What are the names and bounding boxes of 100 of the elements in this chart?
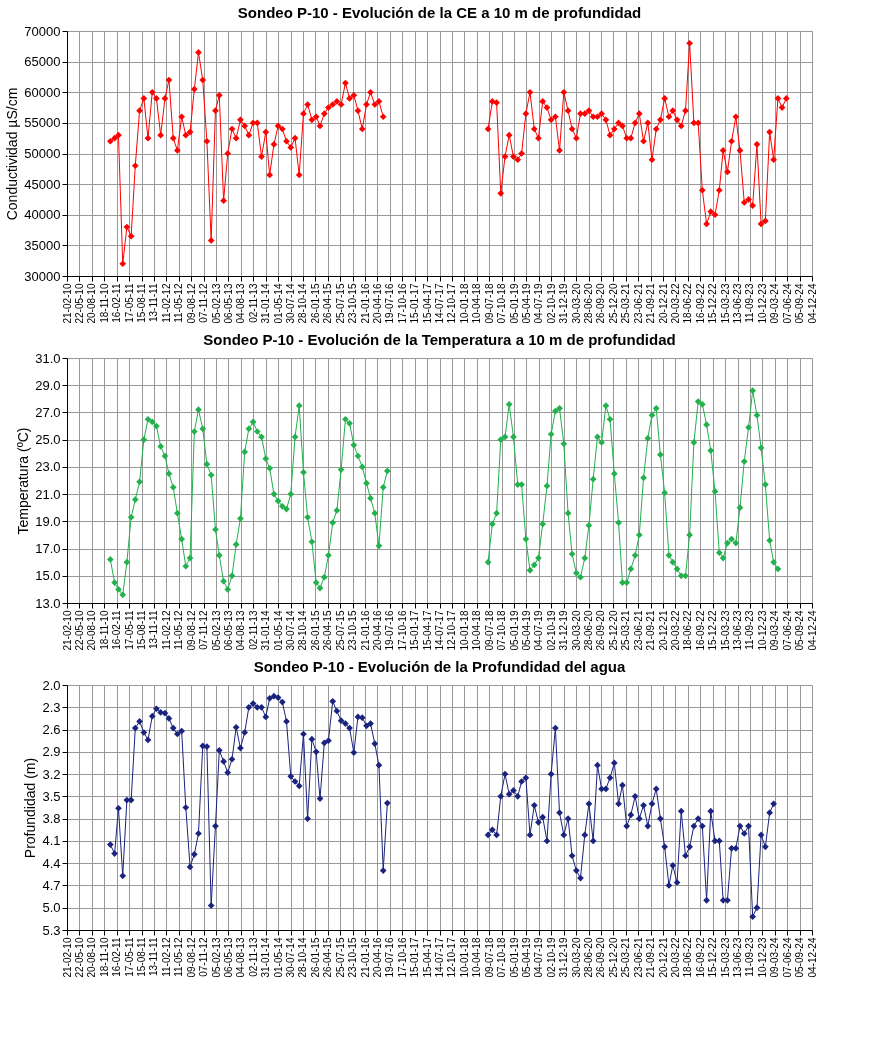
x-tick-label: 13-11-11 xyxy=(148,610,160,650)
x-tick-label: 17-10-16 xyxy=(396,283,408,324)
x-tick-label: 15-12-22 xyxy=(707,937,719,978)
x-tick-label: 11-05-12 xyxy=(173,937,185,977)
x-tick-label: 10-01-18 xyxy=(458,937,470,978)
x-tick-label: 13-06-23 xyxy=(732,937,743,978)
x-tick-label: 26-01-15 xyxy=(309,283,321,324)
x-tick-label: 10-01-18 xyxy=(458,283,470,324)
x-tick-label: 15-01-17 xyxy=(409,937,421,978)
x-tick-label: 16-02-11 xyxy=(111,937,123,977)
x-tick-label: 15-04-17 xyxy=(421,610,433,651)
y-tick-label: 40000 xyxy=(24,207,61,223)
x-tick-label: 20-08-10 xyxy=(86,610,98,651)
x-tick-label: 25-07-15 xyxy=(334,610,346,651)
y-axis-title: Profundidad (m) xyxy=(22,757,39,859)
x-tick-label: 09-07-18 xyxy=(483,937,495,978)
x-tick-label: 15-08-11 xyxy=(136,937,147,977)
x-tick-label: 05-01-19 xyxy=(508,283,520,324)
x-tick-label: 04-07-19 xyxy=(533,283,545,324)
x-tick-label: 18-06-22 xyxy=(682,283,694,324)
x-tick-label: 15-04-17 xyxy=(421,283,433,324)
x-tick-label: 19-07-16 xyxy=(384,610,396,651)
y-tick-label: 4.7 xyxy=(42,877,61,893)
y-tick-label: 50000 xyxy=(24,146,61,161)
x-tick-label: 21-09-21 xyxy=(645,610,657,651)
x-tick-label: 26-09-20 xyxy=(595,283,607,324)
x-tick-label: 31-12-19 xyxy=(558,937,570,978)
x-tick-label: 09-03-24 xyxy=(769,610,781,651)
x-tick-label: 07-06-24 xyxy=(781,283,793,324)
x-tick-label: 07-11-12 xyxy=(198,937,210,977)
chart-title: Sondeo P-10 - Evolución de la CE a 10 m de profundidad xyxy=(237,4,642,21)
x-tick-label: 01-05-14 xyxy=(272,937,284,978)
x-tick-label: 21-01-16 xyxy=(359,610,371,651)
x-tick-label: 11-02-12 xyxy=(160,610,172,650)
x-tick-label: 14-07-17 xyxy=(434,937,445,978)
x-tick-label: 20-03-22 xyxy=(669,610,681,651)
x-tick-label: 31-12-19 xyxy=(558,610,570,651)
x-tick-label: 20-04-16 xyxy=(371,937,383,978)
x-tick-label: 25-07-15 xyxy=(334,937,346,978)
x-tick-label: 22-05-10 xyxy=(73,283,85,324)
x-tick-label: 16-02-11 xyxy=(111,283,123,323)
x-tick-label: 23-10-15 xyxy=(347,610,359,651)
y-tick-label: 27.0 xyxy=(35,404,61,420)
x-tick-label: 25-03-21 xyxy=(620,283,632,324)
x-tick-label: 11-05-12 xyxy=(173,610,185,650)
x-tick-label: 09-03-24 xyxy=(769,283,781,324)
x-tick-label: 20-12-21 xyxy=(657,283,669,324)
x-tick-label: 11-09-23 xyxy=(744,937,756,977)
x-tick-label: 07-11-12 xyxy=(198,610,210,650)
x-tick-label: 04-07-19 xyxy=(533,610,545,651)
x-tick-label: 02-10-19 xyxy=(545,937,557,978)
y-tick-label: 65000 xyxy=(24,54,61,70)
x-tick-label: 02-11-13 xyxy=(247,283,259,323)
x-tick-label: 04-12-24 xyxy=(806,283,818,324)
x-tick-label: 21-01-16 xyxy=(359,937,371,978)
x-tick-label: 04-12-24 xyxy=(806,937,818,978)
x-tick-label: 26-01-15 xyxy=(309,937,321,978)
x-tick-label: 21-09-21 xyxy=(645,937,657,978)
x-tick-label: 20-03-22 xyxy=(669,283,681,324)
x-tick-label: 16-09-22 xyxy=(694,937,706,978)
x-tick-label: 04-08-13 xyxy=(235,937,247,978)
x-tick-label: 05-02-13 xyxy=(210,937,222,978)
x-tick-label: 20-03-22 xyxy=(669,937,681,978)
x-tick-label: 11-09-23 xyxy=(744,610,756,650)
x-tick-label: 25-03-21 xyxy=(620,610,632,651)
x-tick-label: 09-08-12 xyxy=(185,610,197,651)
x-tick-label: 09-08-12 xyxy=(185,937,197,978)
y-tick-label: 19.0 xyxy=(35,513,61,529)
x-tick-label: 15-12-22 xyxy=(707,283,719,324)
x-tick-label: 17-05-11 xyxy=(123,283,135,323)
x-tick-label: 06-05-13 xyxy=(222,937,234,978)
x-tick-label: 17-10-16 xyxy=(396,610,408,651)
x-tick-label: 07-06-24 xyxy=(781,610,793,651)
y-tick-label: 17.0 xyxy=(35,541,61,557)
x-tick-label: 18-11-10 xyxy=(98,283,110,323)
x-tick-label: 11-05-12 xyxy=(173,283,185,323)
x-tick-label: 20-08-10 xyxy=(86,283,98,324)
x-tick-label: 14-07-17 xyxy=(434,610,445,651)
x-tick-label: 18-11-10 xyxy=(98,937,110,977)
y-tick-label: 5.3 xyxy=(42,922,61,938)
x-tick-label: 04-12-24 xyxy=(806,610,818,651)
x-tick-label: 12-10-17 xyxy=(446,610,458,651)
x-tick-label: 23-06-21 xyxy=(632,610,644,651)
x-tick-label: 19-07-16 xyxy=(384,937,396,978)
y-tick-label: 25.0 xyxy=(35,432,61,448)
x-tick-label: 20-04-16 xyxy=(371,283,383,324)
x-tick-label: 26-09-20 xyxy=(595,610,607,651)
x-tick-label: 13-11-11 xyxy=(148,937,160,977)
x-tick-label: 02-10-19 xyxy=(545,610,557,651)
x-tick-label: 15-03-23 xyxy=(719,610,731,651)
y-tick-label: 23.0 xyxy=(35,459,61,475)
x-tick-label: 07-10-18 xyxy=(496,937,508,978)
x-tick-label: 23-10-15 xyxy=(347,283,359,324)
x-tick-label: 10-12-23 xyxy=(756,937,768,978)
x-tick-label: 31-01-14 xyxy=(260,610,272,651)
y-tick-label: 15.0 xyxy=(35,568,61,584)
x-tick-label: 25-12-20 xyxy=(607,283,619,324)
x-tick-label: 05-02-13 xyxy=(210,283,222,324)
y-tick-label: 2.9 xyxy=(42,744,61,760)
x-tick-label: 25-07-15 xyxy=(334,283,346,324)
